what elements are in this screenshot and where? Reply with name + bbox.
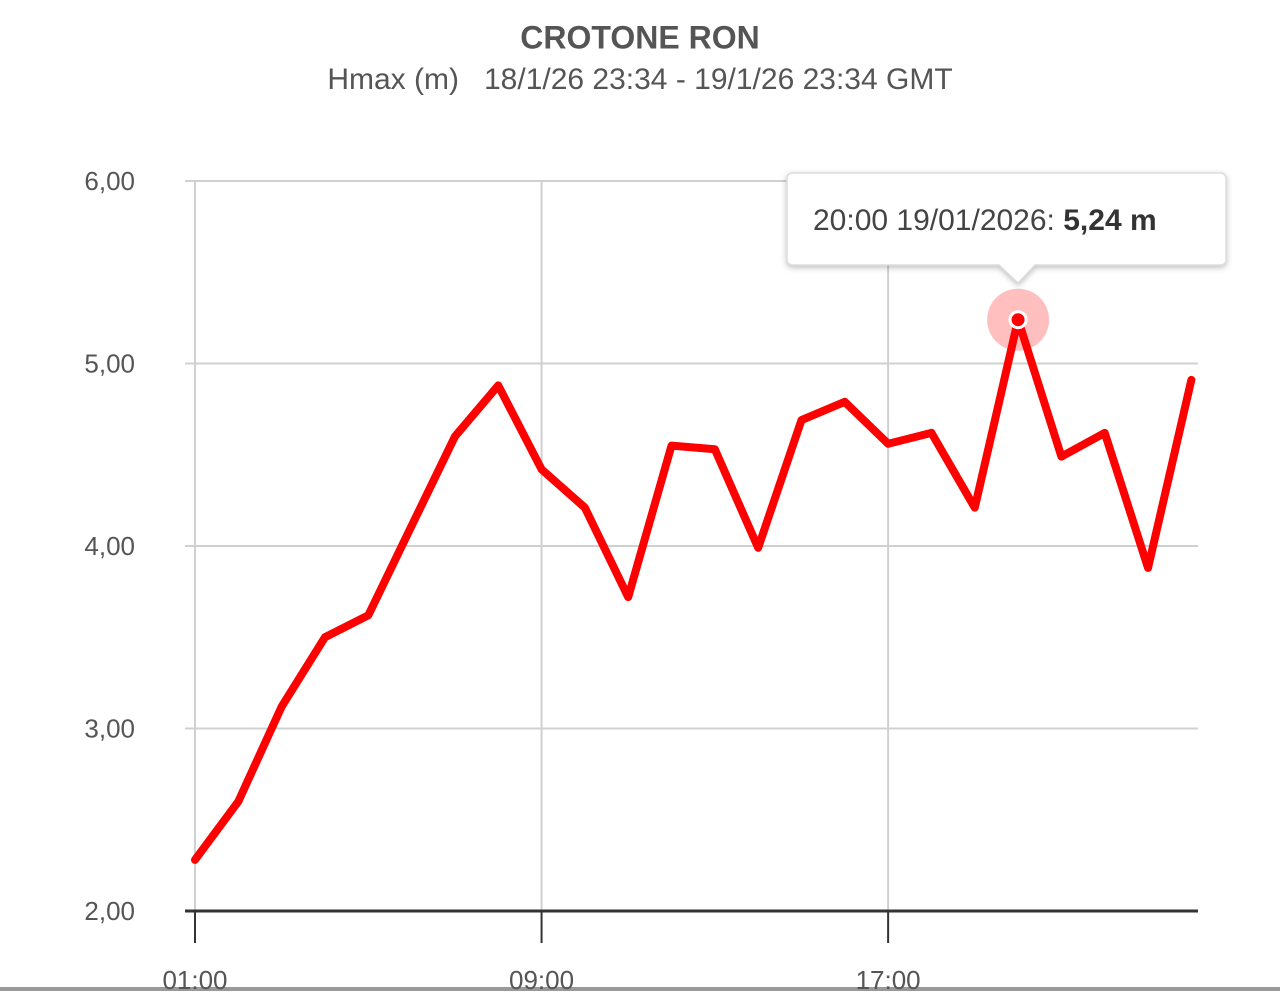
y-tick-label: 2,00: [84, 896, 135, 926]
y-tick-label: 4,00: [84, 531, 135, 561]
x-tick-label: 17:00: [856, 965, 921, 993]
y-tick-label: 3,00: [84, 713, 135, 743]
tooltip-value: 5,24 m: [1063, 204, 1156, 237]
tooltip: 20:00 19/01/2026: 5,24 m: [786, 172, 1227, 285]
y-tick-label: 6,00: [84, 166, 135, 196]
chart-title: CROTONE RON: [520, 19, 759, 55]
hover-point: [1008, 310, 1028, 330]
x-tick-label: 09:00: [509, 965, 574, 993]
y-tick-label: 5,00: [84, 348, 135, 378]
chart-subtitle: Hmax (m) 18/1/26 23:34 - 19/1/26 23:34 G…: [327, 63, 952, 96]
data-line: [191, 315, 1196, 864]
x-tick-label: 01:00: [162, 965, 227, 993]
tooltip-label: 20:00 19/01/2026:: [813, 204, 1063, 237]
tooltip-text: 20:00 19/01/2026: 5,24 m: [813, 204, 1157, 237]
tooltip-box: [786, 172, 1227, 285]
